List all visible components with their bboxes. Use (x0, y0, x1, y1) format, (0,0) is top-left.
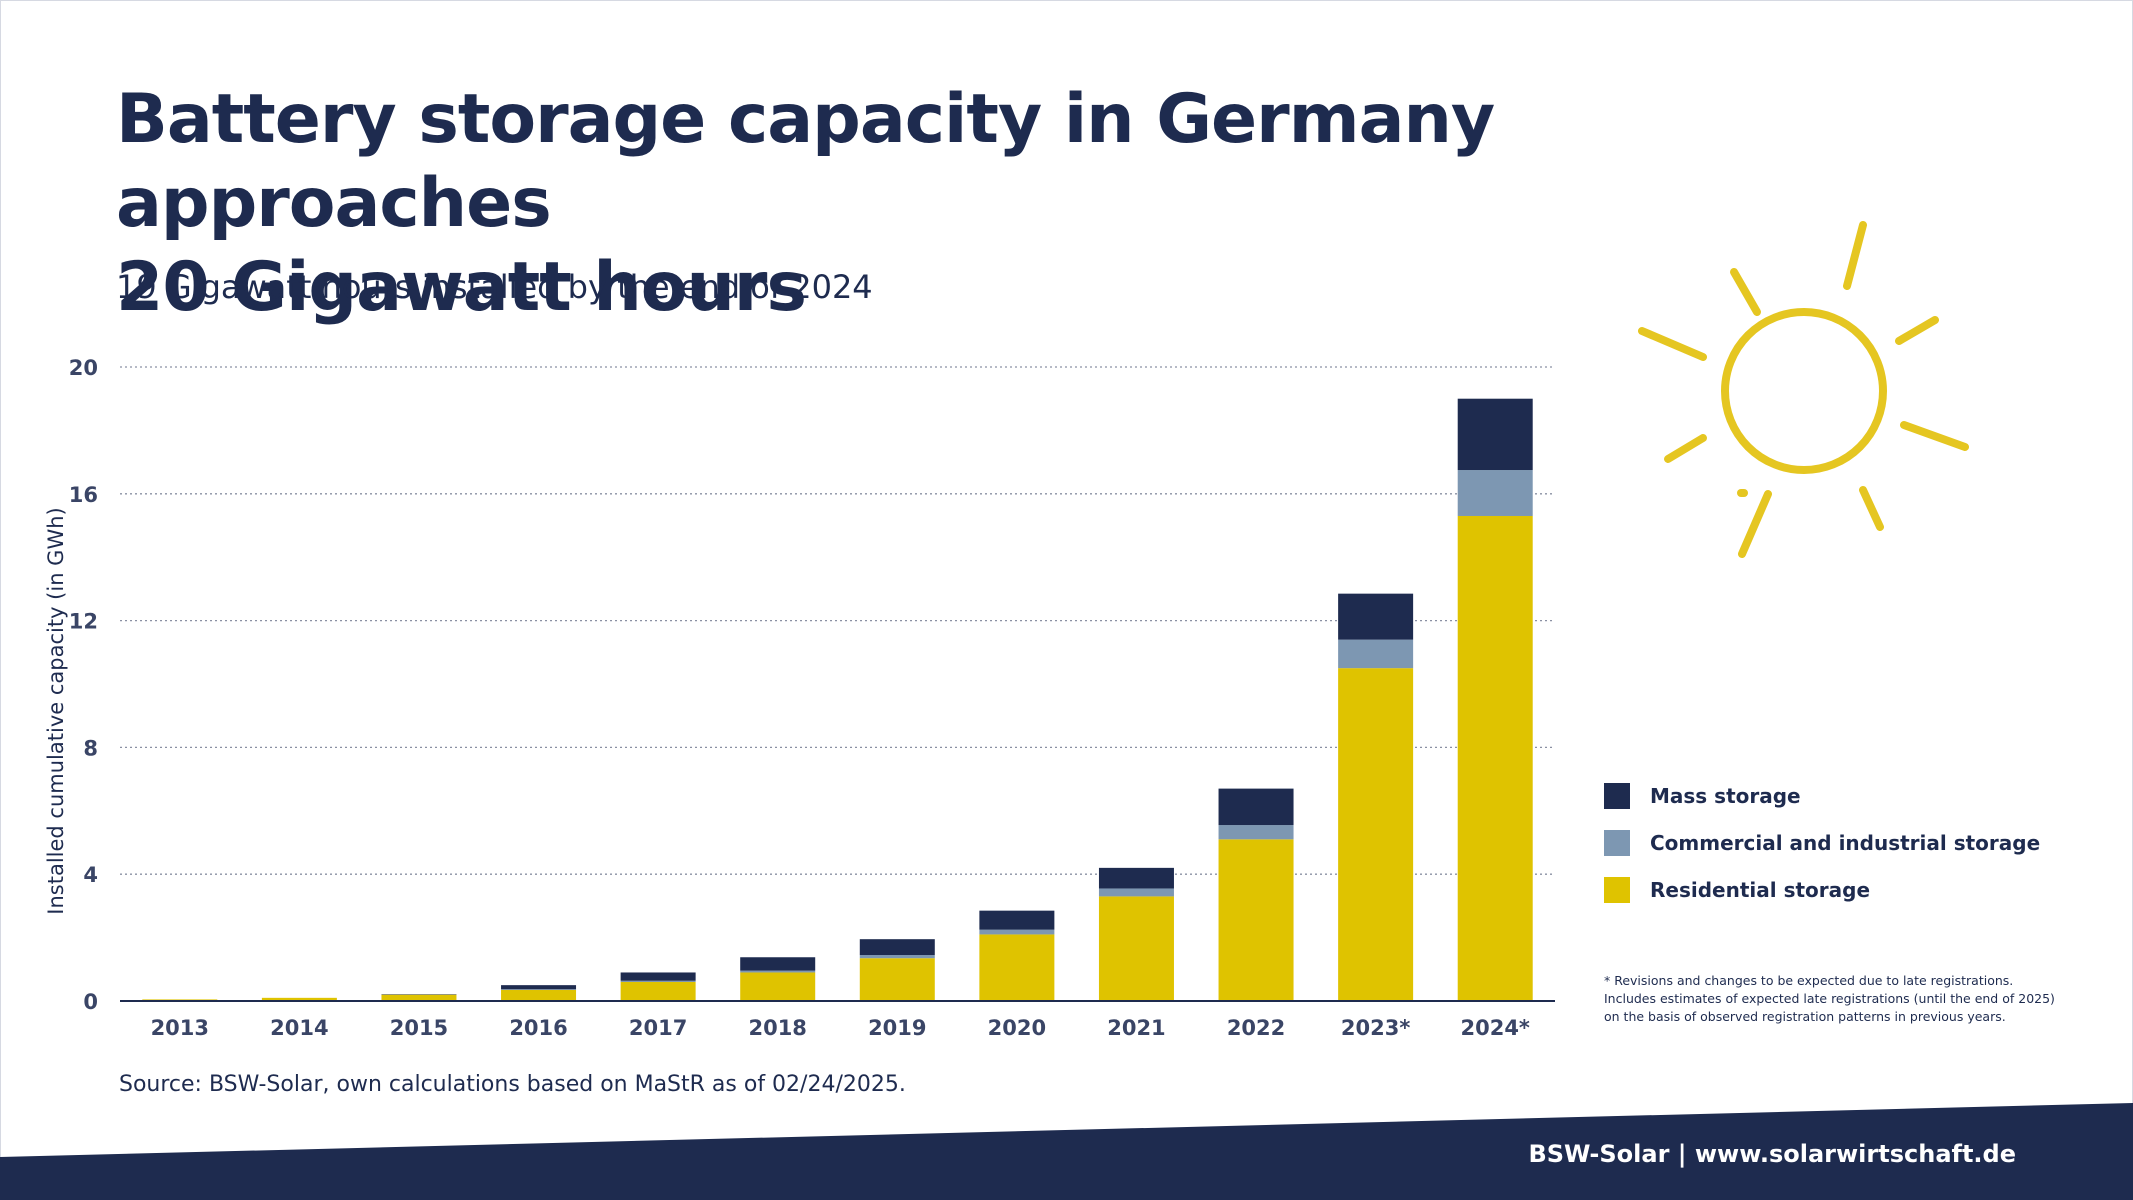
legend-item-commercial-industrial-storage: Commercial and industrial storage (1604, 829, 2040, 857)
y-tick-label: 8 (83, 736, 98, 760)
legend-swatch-commercial-industrial-storage (1604, 830, 1630, 856)
bar-segment-commercial-and-industrial-storage-2024 (1457, 470, 1533, 516)
bar-segment-residential-storage-2014 (261, 997, 337, 1001)
y-axis-label: Installed cumulative capacity (in GWh) (44, 507, 68, 914)
chart-title: Battery storage capacity in Germany appr… (116, 78, 1816, 330)
footnote: * Revisions and changes to be expected d… (1604, 972, 2104, 1026)
bar-segment-commercial-and-industrial-storage-2017 (620, 980, 696, 982)
bar-segment-residential-storage-2020 (979, 934, 1055, 1001)
legend-item-residential-storage: Residential storage (1604, 876, 2040, 904)
chart-subtitle: 19 Gigawatt hours installed by the end o… (116, 268, 873, 306)
bar-segment-commercial-and-industrial-storage-2022 (1218, 825, 1294, 840)
title-line-2: 20 Gigawatt hours (116, 248, 807, 327)
legend: Mass storage Commercial and industrial s… (1604, 782, 2040, 923)
x-tick-label: 2018 (748, 1016, 806, 1040)
bar-segment-commercial-and-industrial-storage-2016 (501, 989, 577, 990)
x-tick-label: 2014 (270, 1016, 328, 1040)
footnote-line-1: * Revisions and changes to be expected d… (1604, 973, 2014, 988)
sun-icon (1638, 221, 1969, 558)
axes: 0 4 8 12 16 20 2013 2014 2015 2016 2017 2018 2019 202… (69, 356, 1555, 1040)
x-tick-label: 2015 (390, 1016, 448, 1040)
source-note: Source: BSW-Solar, own calculations base… (119, 1072, 906, 1097)
legend-label-mass-storage: Mass storage (1650, 784, 1801, 808)
bar-segment-mass-storage-2017 (620, 972, 696, 981)
y-tick-label: 0 (83, 990, 98, 1014)
y-tick-label: 12 (69, 610, 98, 634)
legend-label-residential-storage: Residential storage (1650, 878, 1871, 902)
bar-segment-residential-storage-2015 (381, 994, 457, 1001)
bar-segment-residential-storage-2017 (620, 981, 696, 1001)
bar-segment-commercial-and-industrial-storage-2020 (979, 929, 1055, 935)
y-tick-label: 4 (83, 863, 98, 887)
bar-segment-mass-storage-2024 (1457, 398, 1533, 471)
footer-brand-text: BSW-Solar | www.solarwirtschaft.de (1528, 1140, 2016, 1168)
bar-segment-commercial-and-industrial-storage-2019 (859, 955, 935, 959)
sun-rays (1638, 221, 1969, 558)
x-tick-label: 2019 (868, 1016, 926, 1040)
x-tick-label: 2024* (1460, 1016, 1529, 1040)
y-tick-label: 20 (69, 356, 98, 380)
bar-segment-residential-storage-2018 (740, 972, 816, 1001)
x-tick-label: 2016 (509, 1016, 567, 1040)
legend-label-commercial-industrial-storage: Commercial and industrial storage (1650, 831, 2041, 855)
y-tick-label: 16 (69, 483, 98, 507)
x-tick-label: 2020 (988, 1016, 1046, 1040)
legend-swatch-mass-storage (1604, 783, 1630, 809)
x-tick-label: 2013 (151, 1016, 209, 1040)
grid-lines (120, 366, 1555, 875)
bar-segment-mass-storage-2018 (740, 957, 816, 971)
bar-segment-residential-storage-2021 (1098, 896, 1174, 1001)
bar-segment-residential-storage-2016 (501, 989, 577, 1001)
bars (142, 398, 1533, 1001)
bar-segment-residential-storage-2022 (1218, 839, 1294, 1001)
x-tick-label: 2017 (629, 1016, 687, 1040)
bar-segment-commercial-and-industrial-storage-2021 (1098, 888, 1174, 897)
footnote-line-2: Includes estimates of expected late regi… (1604, 991, 2055, 1006)
title-line-1: Battery storage capacity in Germany appr… (116, 80, 1495, 243)
bar-segment-mass-storage-2016 (501, 985, 577, 990)
legend-item-mass-storage: Mass storage (1604, 782, 2040, 810)
bar-segment-residential-storage-2024 (1457, 515, 1533, 1001)
bar-segment-commercial-and-industrial-storage-2023 (1338, 639, 1414, 669)
footnote-line-3: on the basis of observed registration pa… (1604, 1009, 2006, 1024)
x-tick-label: 2021 (1107, 1016, 1165, 1040)
x-tick-label: 2022 (1227, 1016, 1285, 1040)
bar-segment-mass-storage-2019 (859, 939, 935, 956)
x-tick-label: 2023* (1341, 1016, 1410, 1040)
bar-segment-mass-storage-2023 (1338, 593, 1414, 640)
bar-segment-residential-storage-2019 (859, 958, 935, 1001)
bar-segment-mass-storage-2020 (979, 910, 1055, 930)
bar-segment-mass-storage-2022 (1218, 788, 1294, 826)
bar-segment-mass-storage-2021 (1098, 867, 1174, 889)
bar-segment-residential-storage-2023 (1338, 668, 1414, 1001)
legend-swatch-residential-storage (1604, 877, 1630, 903)
sun-disc (1721, 308, 1887, 474)
bar-segment-commercial-and-industrial-storage-2018 (740, 970, 816, 973)
